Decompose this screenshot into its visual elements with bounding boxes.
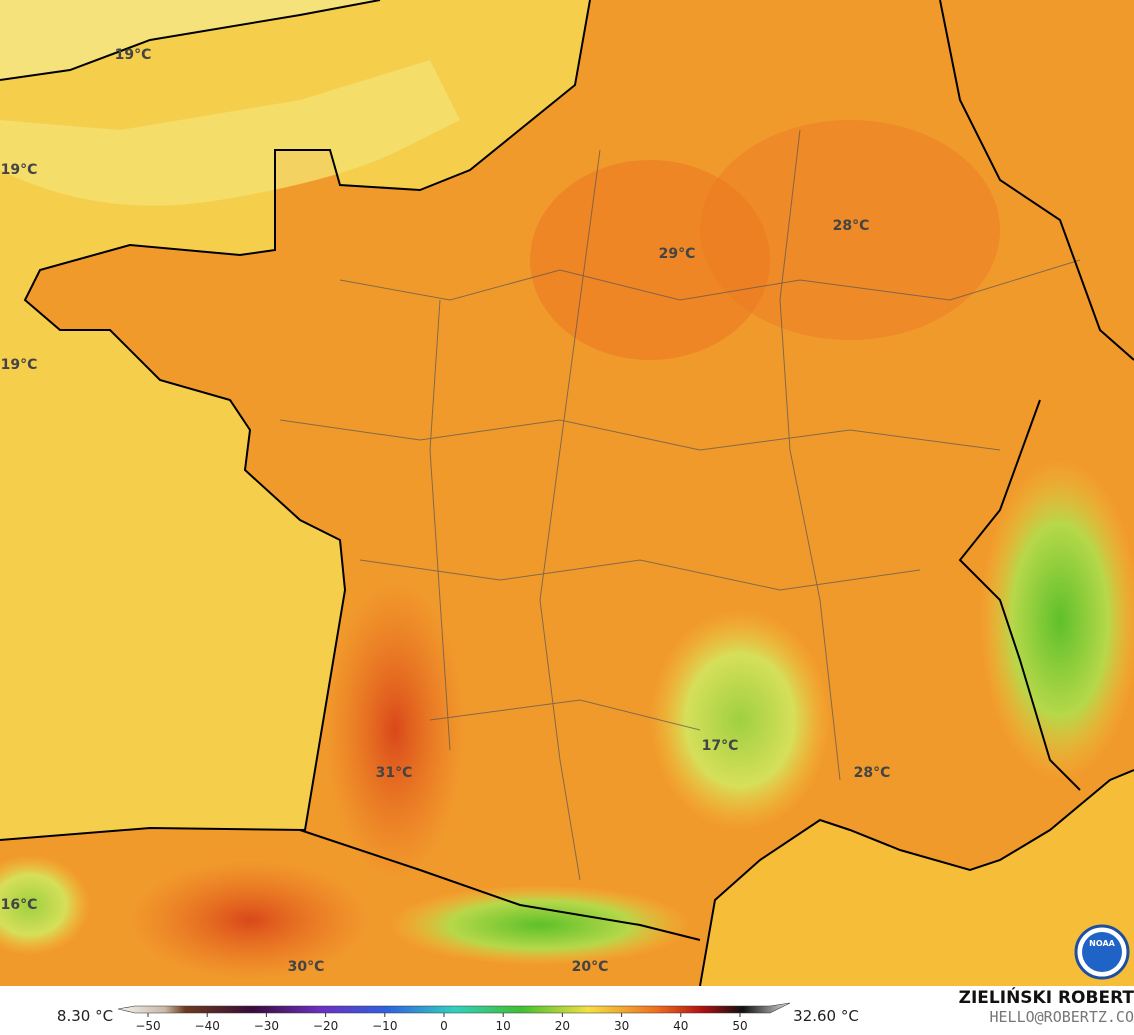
- warm-zone: [700, 120, 1000, 340]
- logo-text: NOAA: [1089, 939, 1115, 948]
- cantabria: [0, 855, 90, 955]
- alps: [980, 460, 1134, 780]
- uk-land: [0, 0, 430, 80]
- atlantic-sea: [0, 0, 590, 840]
- hot-zone: [325, 580, 465, 880]
- hot-zone: [130, 860, 370, 980]
- colorbar-tick-label: −30: [254, 1019, 279, 1033]
- temperature-label: 20°C: [572, 959, 609, 975]
- colorbar-tick-label: −50: [135, 1019, 160, 1033]
- massif-central: [650, 610, 830, 830]
- temperature-label: 19°C: [1, 357, 38, 373]
- credit-name: ZIELIŃSKI ROBERT: [959, 986, 1134, 1008]
- temperature-label: 28°C: [833, 218, 870, 234]
- temperature-label: 28°C: [854, 765, 891, 781]
- colorbar-tick-label: −20: [313, 1019, 338, 1033]
- colorbar-tick-label: 10: [496, 1019, 511, 1033]
- mediterranean: [700, 770, 1134, 986]
- legend-max: 32.60 °C: [793, 1007, 859, 1025]
- colorbar-tick-label: 0: [440, 1019, 448, 1033]
- temperature-label: 29°C: [659, 246, 696, 262]
- colorbar-tick-label: 20: [555, 1019, 570, 1033]
- temperature-label: 30°C: [288, 959, 325, 975]
- noaa-logo: NOAA: [1074, 924, 1130, 980]
- map-area: [0, 0, 1134, 986]
- legend-min: 8.30 °C: [57, 1007, 113, 1025]
- colorbar: [117, 1002, 791, 1014]
- logo-disc: [1082, 932, 1122, 972]
- colorbar-tick-label: −40: [195, 1019, 220, 1033]
- colorbar-tick-label: −10: [372, 1019, 397, 1033]
- colorbar-tick-label: 50: [732, 1019, 747, 1033]
- credit-contact: HELLO@ROBERTZ.CO: [990, 1008, 1134, 1026]
- temperature-label: 19°C: [1, 162, 38, 178]
- coastline: [0, 0, 1134, 986]
- colorbar-tick-label: 30: [614, 1019, 629, 1033]
- sea-cool: [0, 60, 460, 206]
- temperature-label: 19°C: [115, 47, 152, 63]
- temperature-label: 31°C: [376, 765, 413, 781]
- temperature-label: 16°C: [1, 897, 38, 913]
- colorbar-tick-label: 40: [673, 1019, 688, 1033]
- temperature-label: 17°C: [702, 738, 739, 754]
- pyrenees: [390, 885, 690, 965]
- region-borders: [279, 129, 1081, 881]
